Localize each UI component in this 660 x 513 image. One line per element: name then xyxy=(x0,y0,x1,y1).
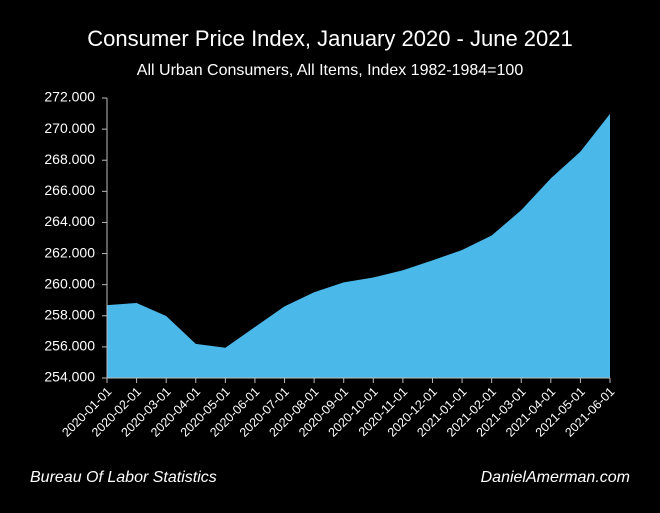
area xyxy=(107,113,610,379)
y-tick-label: 256.000 xyxy=(44,338,95,354)
y-tick-label: 264.000 xyxy=(44,213,95,229)
credit-note: DanielAmerman.com xyxy=(481,469,630,486)
y-tick-label: 270.000 xyxy=(44,120,95,136)
source-note: Bureau Of Labor Statistics xyxy=(30,469,217,486)
y-tick-label: 266.000 xyxy=(44,182,95,198)
y-tick-label: 272.000 xyxy=(44,89,95,105)
y-tick-label: 260.000 xyxy=(44,275,95,291)
y-tick-label: 254.000 xyxy=(44,369,95,385)
y-tick-label: 262.000 xyxy=(44,244,95,260)
chart-subtitle: All Urban Consumers, All Items, Index 19… xyxy=(137,62,524,79)
y-tick-label: 258.000 xyxy=(44,306,95,322)
chart-title: Consumer Price Index, January 2020 - Jun… xyxy=(87,26,573,51)
y-tick-label: 268.000 xyxy=(44,151,95,167)
